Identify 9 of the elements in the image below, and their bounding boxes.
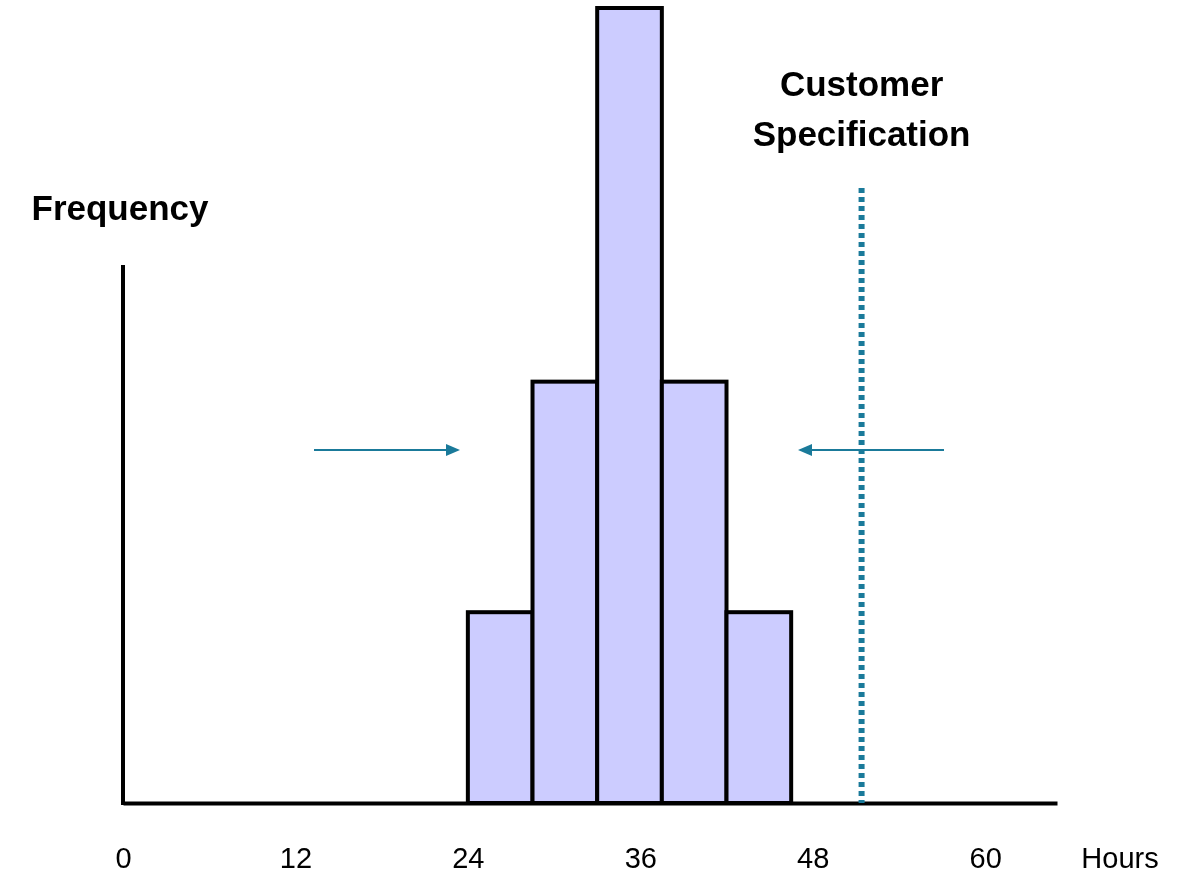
y-axis-title: Frequency [31, 188, 210, 227]
x-tick-label: 0 [115, 842, 132, 874]
x-tick-label: 60 [969, 842, 1002, 874]
x-axis-title: Hours [1081, 842, 1159, 874]
x-tick-label: 36 [624, 842, 657, 874]
x-tick-label: 48 [797, 842, 830, 874]
x-tick-label: 24 [452, 842, 485, 874]
ref-line-label: Customer Specification [752, 64, 971, 153]
x-tick-label: 12 [279, 842, 313, 874]
